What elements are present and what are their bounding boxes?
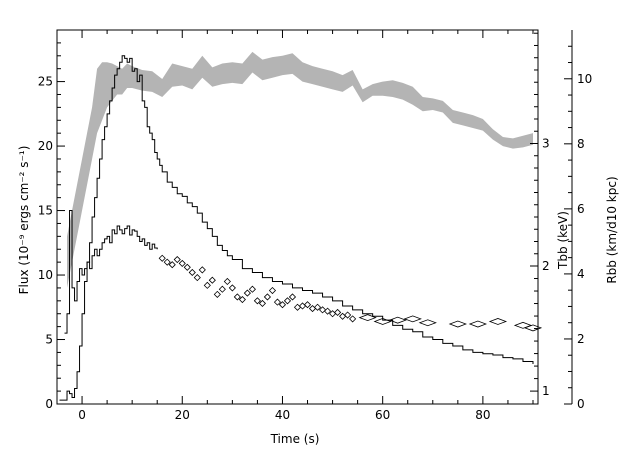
diamond-point	[168, 261, 176, 269]
x-axis-ticks: 0 20 40 60 80	[56, 30, 534, 422]
rbb-axis-ticks: 0 2 4 6 8 10	[564, 30, 592, 411]
x-tick-label: 60	[375, 408, 390, 422]
y-tick-label: 20	[38, 139, 53, 153]
diamond-point	[303, 301, 312, 309]
diamond-point	[358, 314, 377, 322]
diamond-point	[238, 295, 246, 304]
diamond-point	[388, 316, 407, 324]
diamond-point	[203, 281, 211, 289]
x-tick-label: 40	[275, 408, 290, 422]
y-tick-label: 10	[38, 268, 53, 282]
diamond-point	[258, 299, 266, 307]
diamond-point	[268, 286, 277, 295]
diamond-point	[198, 266, 206, 274]
diamond-point	[193, 274, 201, 282]
diamond-point	[188, 268, 196, 277]
diamond-point	[163, 258, 171, 266]
y-tick-label: 15	[38, 204, 53, 218]
y-tick-label: 25	[38, 75, 53, 89]
diamond-point	[233, 293, 241, 301]
gray-band	[67, 51, 533, 288]
diamond-point	[313, 303, 322, 311]
rbb-tick-label: 2	[577, 332, 585, 346]
rbb-tick-label: 8	[577, 137, 585, 151]
x-tick-label: 80	[475, 408, 490, 422]
diamond-point	[339, 312, 347, 320]
diamond-point	[218, 285, 226, 293]
flux-line-2	[64, 210, 158, 334]
y-axis-title: Flux (10⁻⁹ ergs cm⁻² s⁻¹)	[17, 146, 31, 295]
diamond-point	[293, 303, 302, 311]
diamond-point	[523, 324, 543, 332]
tbb-axis-ticks: 1 2 3	[530, 32, 550, 398]
diamond-point	[323, 307, 332, 315]
rbb-tick-label: 4	[577, 267, 585, 281]
diamond-point	[298, 302, 307, 310]
diamond-layer	[158, 254, 543, 332]
diamond-point	[403, 315, 422, 323]
diamond-point	[448, 320, 467, 328]
rbb-axis-title: Rbb (km/d10 kpc)	[605, 176, 619, 283]
y-tick-label: 0	[45, 397, 53, 411]
tbb-axis-title: Tbb (keV)	[556, 211, 570, 270]
diamond-point	[283, 297, 292, 305]
x-tick-label: 0	[78, 408, 86, 422]
diamond-point	[263, 293, 272, 301]
diamond-point	[468, 320, 488, 328]
rbb-tick-label: 0	[577, 397, 585, 411]
flux-line-1	[59, 55, 534, 401]
x-axis-title: Time (s)	[270, 432, 320, 446]
diamond-point	[253, 297, 261, 305]
tbb-tick-label: 2	[542, 259, 550, 273]
line-layer	[59, 55, 534, 401]
rbb-tick-label: 10	[577, 72, 592, 86]
diamond-point	[158, 254, 166, 262]
diamond-point	[178, 259, 186, 267]
diamond-point	[513, 321, 533, 329]
tbb-tick-label: 3	[542, 136, 550, 150]
diamond-point	[308, 304, 317, 313]
diamond-point	[243, 289, 251, 297]
diamond-point	[278, 301, 287, 309]
diamond-point	[183, 263, 191, 271]
diamond-point	[418, 319, 437, 327]
diamond-point	[173, 255, 181, 264]
diamond-point	[344, 311, 352, 319]
diamond-point	[349, 315, 357, 323]
diamond-point	[334, 308, 342, 317]
x-tick-label: 20	[175, 408, 190, 422]
y-axis-ticks: 0 5 10 15 20 25	[38, 42, 65, 411]
diamond-point	[288, 293, 297, 301]
diamond-point	[248, 285, 256, 293]
diamond-point	[373, 318, 392, 325]
diamond-point	[228, 284, 236, 292]
diamond-point	[213, 290, 221, 298]
diamond-point	[208, 276, 216, 284]
diamond-point	[488, 318, 508, 325]
diamond-point	[273, 298, 282, 306]
y-tick-label: 5	[45, 333, 53, 347]
diamond-point	[223, 277, 231, 286]
tbb-tick-label: 1	[542, 384, 550, 398]
rbb-tick-label: 6	[577, 202, 585, 216]
gray-band-layer	[67, 51, 533, 288]
